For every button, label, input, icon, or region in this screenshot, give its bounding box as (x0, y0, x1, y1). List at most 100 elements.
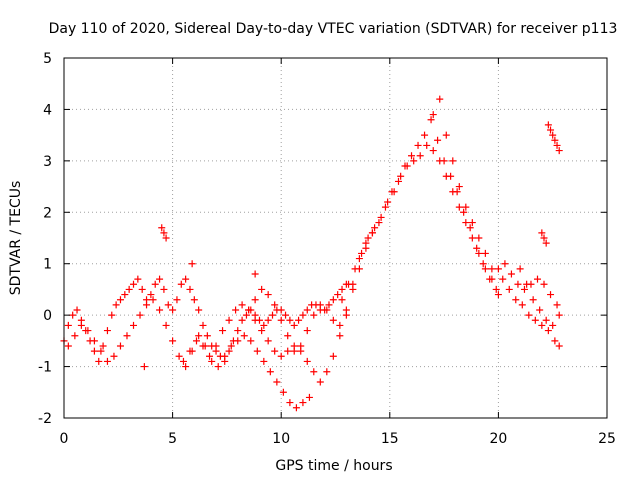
x-tick-label: 20 (489, 431, 507, 447)
data-point (416, 152, 424, 160)
data-point (221, 352, 229, 360)
x-tick-label: 0 (60, 431, 69, 447)
data-point (299, 399, 307, 407)
data-point (162, 321, 170, 329)
y-axis: -2 -1 0 1 2 3 4 5 (38, 51, 607, 427)
data-point (108, 311, 116, 319)
data-point (538, 321, 546, 329)
data-point (525, 311, 533, 319)
data-point (147, 291, 155, 299)
data-point (292, 404, 300, 412)
data-point (507, 270, 515, 278)
data-point (329, 296, 337, 304)
data-point (479, 260, 487, 268)
data-point (544, 327, 552, 335)
data-point (242, 311, 250, 319)
data-point (271, 301, 279, 309)
data-point (303, 306, 311, 314)
x-tick-label: 25 (598, 431, 616, 447)
data-point (186, 285, 194, 293)
data-point (540, 280, 548, 288)
data-point (449, 157, 457, 165)
data-point (95, 357, 103, 365)
data-point (273, 378, 281, 386)
data-point (238, 316, 246, 324)
data-point (323, 306, 331, 314)
data-point (125, 285, 133, 293)
data-point (251, 316, 259, 324)
data-point (251, 296, 259, 304)
data-point (277, 316, 285, 324)
data-point (551, 337, 559, 345)
plot-frame (63, 57, 608, 419)
data-point (334, 291, 342, 299)
data-point (358, 249, 366, 257)
data-point (536, 306, 544, 314)
data-point (69, 311, 77, 319)
data-point (473, 244, 481, 252)
data-point (192, 337, 200, 345)
data-point (390, 188, 398, 196)
data-point (342, 306, 350, 314)
data-point (368, 229, 376, 237)
data-point (468, 234, 476, 242)
data-point (523, 280, 531, 288)
data-point (514, 280, 522, 288)
data-point (199, 342, 207, 350)
y-tick-label: -2 (38, 411, 52, 427)
data-point (277, 306, 285, 314)
data-point (529, 296, 537, 304)
data-point (143, 301, 151, 309)
data-point (410, 157, 418, 165)
data-point (436, 157, 444, 165)
data-point (455, 183, 463, 191)
data-point (475, 234, 483, 242)
data-point (303, 357, 311, 365)
data-point (182, 363, 190, 371)
data-point (188, 260, 196, 268)
data-point (310, 311, 318, 319)
data-point (555, 342, 563, 350)
data-point (284, 347, 292, 355)
data-point (501, 260, 509, 268)
data-point (97, 347, 105, 355)
data-point (323, 368, 331, 376)
data-point (538, 229, 546, 237)
data-point (121, 291, 129, 299)
data-point (99, 342, 107, 350)
data-point (266, 368, 274, 376)
data-point (338, 296, 346, 304)
x-tick-label: 5 (168, 431, 177, 447)
data-point (555, 147, 563, 155)
data-point (64, 321, 72, 329)
data-point (462, 203, 470, 211)
data-points (60, 95, 563, 412)
data-point (505, 285, 513, 293)
data-point (260, 321, 268, 329)
data-point (134, 275, 142, 283)
data-point (442, 131, 450, 139)
data-point (156, 275, 164, 283)
data-point (279, 388, 287, 396)
x-axis-label: GPS time / hours (275, 458, 392, 474)
data-point (290, 347, 298, 355)
data-point (84, 327, 92, 335)
data-point (234, 327, 242, 335)
data-point (206, 352, 214, 360)
data-point (179, 357, 187, 365)
grid (64, 58, 607, 418)
data-point (423, 141, 431, 149)
data-point (182, 275, 190, 283)
y-tick-label: 5 (43, 51, 52, 67)
data-point (520, 285, 528, 293)
data-point (375, 219, 383, 227)
data-point (158, 224, 166, 232)
data-point (77, 321, 85, 329)
data-point (397, 172, 405, 180)
data-point (264, 291, 272, 299)
y-axis-label: SDTVAR / TECUs (8, 181, 24, 296)
data-point (336, 332, 344, 340)
data-point (190, 296, 198, 304)
data-point (475, 249, 483, 257)
